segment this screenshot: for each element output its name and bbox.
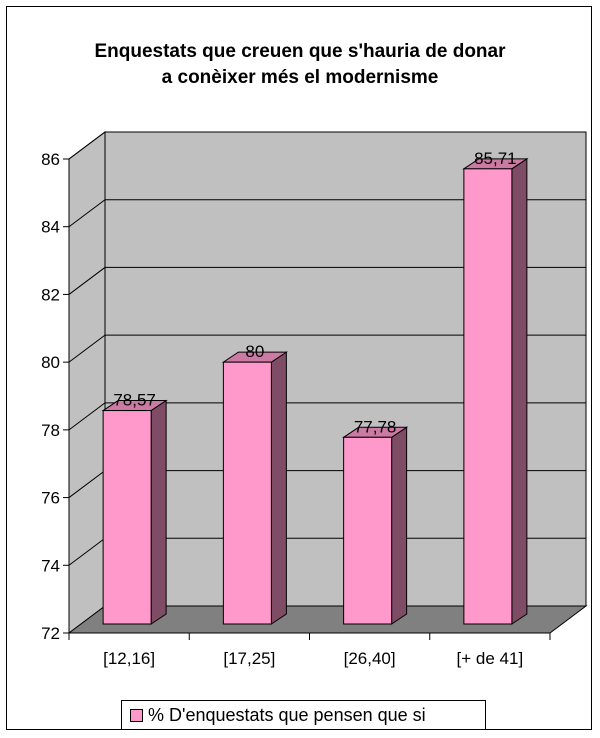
data-label: 80 <box>245 342 264 361</box>
y-tick-label: 86 <box>41 150 60 169</box>
y-tick-label: 78 <box>41 421 60 440</box>
y-tick-label: 80 <box>41 353 60 372</box>
legend-label: % D'enquestats que pensen que si <box>148 704 426 725</box>
bar-side <box>511 157 528 625</box>
gridline <box>68 199 586 228</box>
chart-title: Enquestats que creuen que s'hauria de do… <box>94 41 506 88</box>
data-label: 78,57 <box>113 391 156 410</box>
bar <box>102 410 152 625</box>
bar-side <box>150 399 167 625</box>
gridline <box>68 266 586 295</box>
gridline <box>68 131 586 160</box>
x-tick-label: [26,40] <box>344 649 396 668</box>
gridline <box>68 402 586 431</box>
legend-swatch <box>130 708 143 722</box>
x-tick-label: [12,16] <box>103 649 155 668</box>
y-tick-label: 74 <box>41 556 60 575</box>
y-tick-label: 72 <box>41 624 60 643</box>
y-tick-label: 84 <box>41 218 60 237</box>
bar <box>343 436 393 625</box>
side-wall <box>68 131 106 634</box>
y-tick-label: 76 <box>41 489 60 508</box>
x-tick-label: [17,25] <box>223 649 275 668</box>
bar-side <box>391 426 408 625</box>
data-label: 85,71 <box>474 149 517 168</box>
x-tick-label: [+ de 41] <box>457 649 524 668</box>
bar-side <box>270 351 287 625</box>
legend: % D'enquestats que pensen que si <box>121 700 486 730</box>
bar <box>222 361 272 625</box>
bar <box>463 168 513 625</box>
gridline <box>68 334 586 363</box>
data-label: 77,78 <box>354 417 397 436</box>
y-tick-label: 82 <box>41 285 60 304</box>
